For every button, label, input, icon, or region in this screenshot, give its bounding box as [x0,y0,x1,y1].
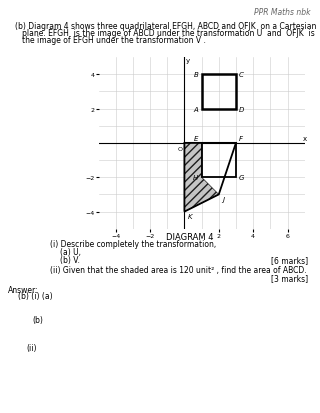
Text: F: F [239,136,243,142]
Text: (b) V.: (b) V. [60,255,80,264]
Text: (b) (i) (a): (b) (i) (a) [18,291,52,300]
Text: plane. EFGH  is the image of ABCD under the transformation U  and  OFJK  is: plane. EFGH is the image of ABCD under t… [22,29,315,38]
Text: DIAGRAM 4: DIAGRAM 4 [166,233,214,242]
Text: H: H [193,175,198,181]
Text: [3 marks]: [3 marks] [271,273,308,282]
Text: C: C [239,72,244,78]
Text: G: G [239,175,244,181]
Text: K: K [188,214,192,220]
Text: (i) Describe completely the transformation,: (i) Describe completely the transformati… [50,240,216,248]
Text: B: B [194,72,198,78]
Text: [6 marks]: [6 marks] [271,255,308,264]
Text: O: O [178,147,183,152]
Text: x: x [303,135,307,141]
Text: y: y [186,57,190,63]
Text: the image of EFGH under the transformation V .: the image of EFGH under the transformati… [22,36,206,45]
Text: PPR Maths nbk: PPR Maths nbk [253,8,310,17]
Text: E: E [194,136,198,142]
Text: (ii): (ii) [26,343,36,352]
Text: D: D [239,106,244,112]
Text: J: J [222,197,224,203]
Polygon shape [184,143,219,212]
Text: (b): (b) [32,315,43,324]
Text: Answer:: Answer: [8,285,39,294]
Text: A: A [194,106,198,112]
Text: (a) U,: (a) U, [60,247,81,256]
Text: (ii) Given that the shaded area is 120 unit² , find the area of ABCD.: (ii) Given that the shaded area is 120 u… [50,266,307,274]
Text: (b) Diagram 4 shows three quadrilateral EFGH, ABCD and OFJK  on a Cartesian: (b) Diagram 4 shows three quadrilateral … [15,22,316,31]
